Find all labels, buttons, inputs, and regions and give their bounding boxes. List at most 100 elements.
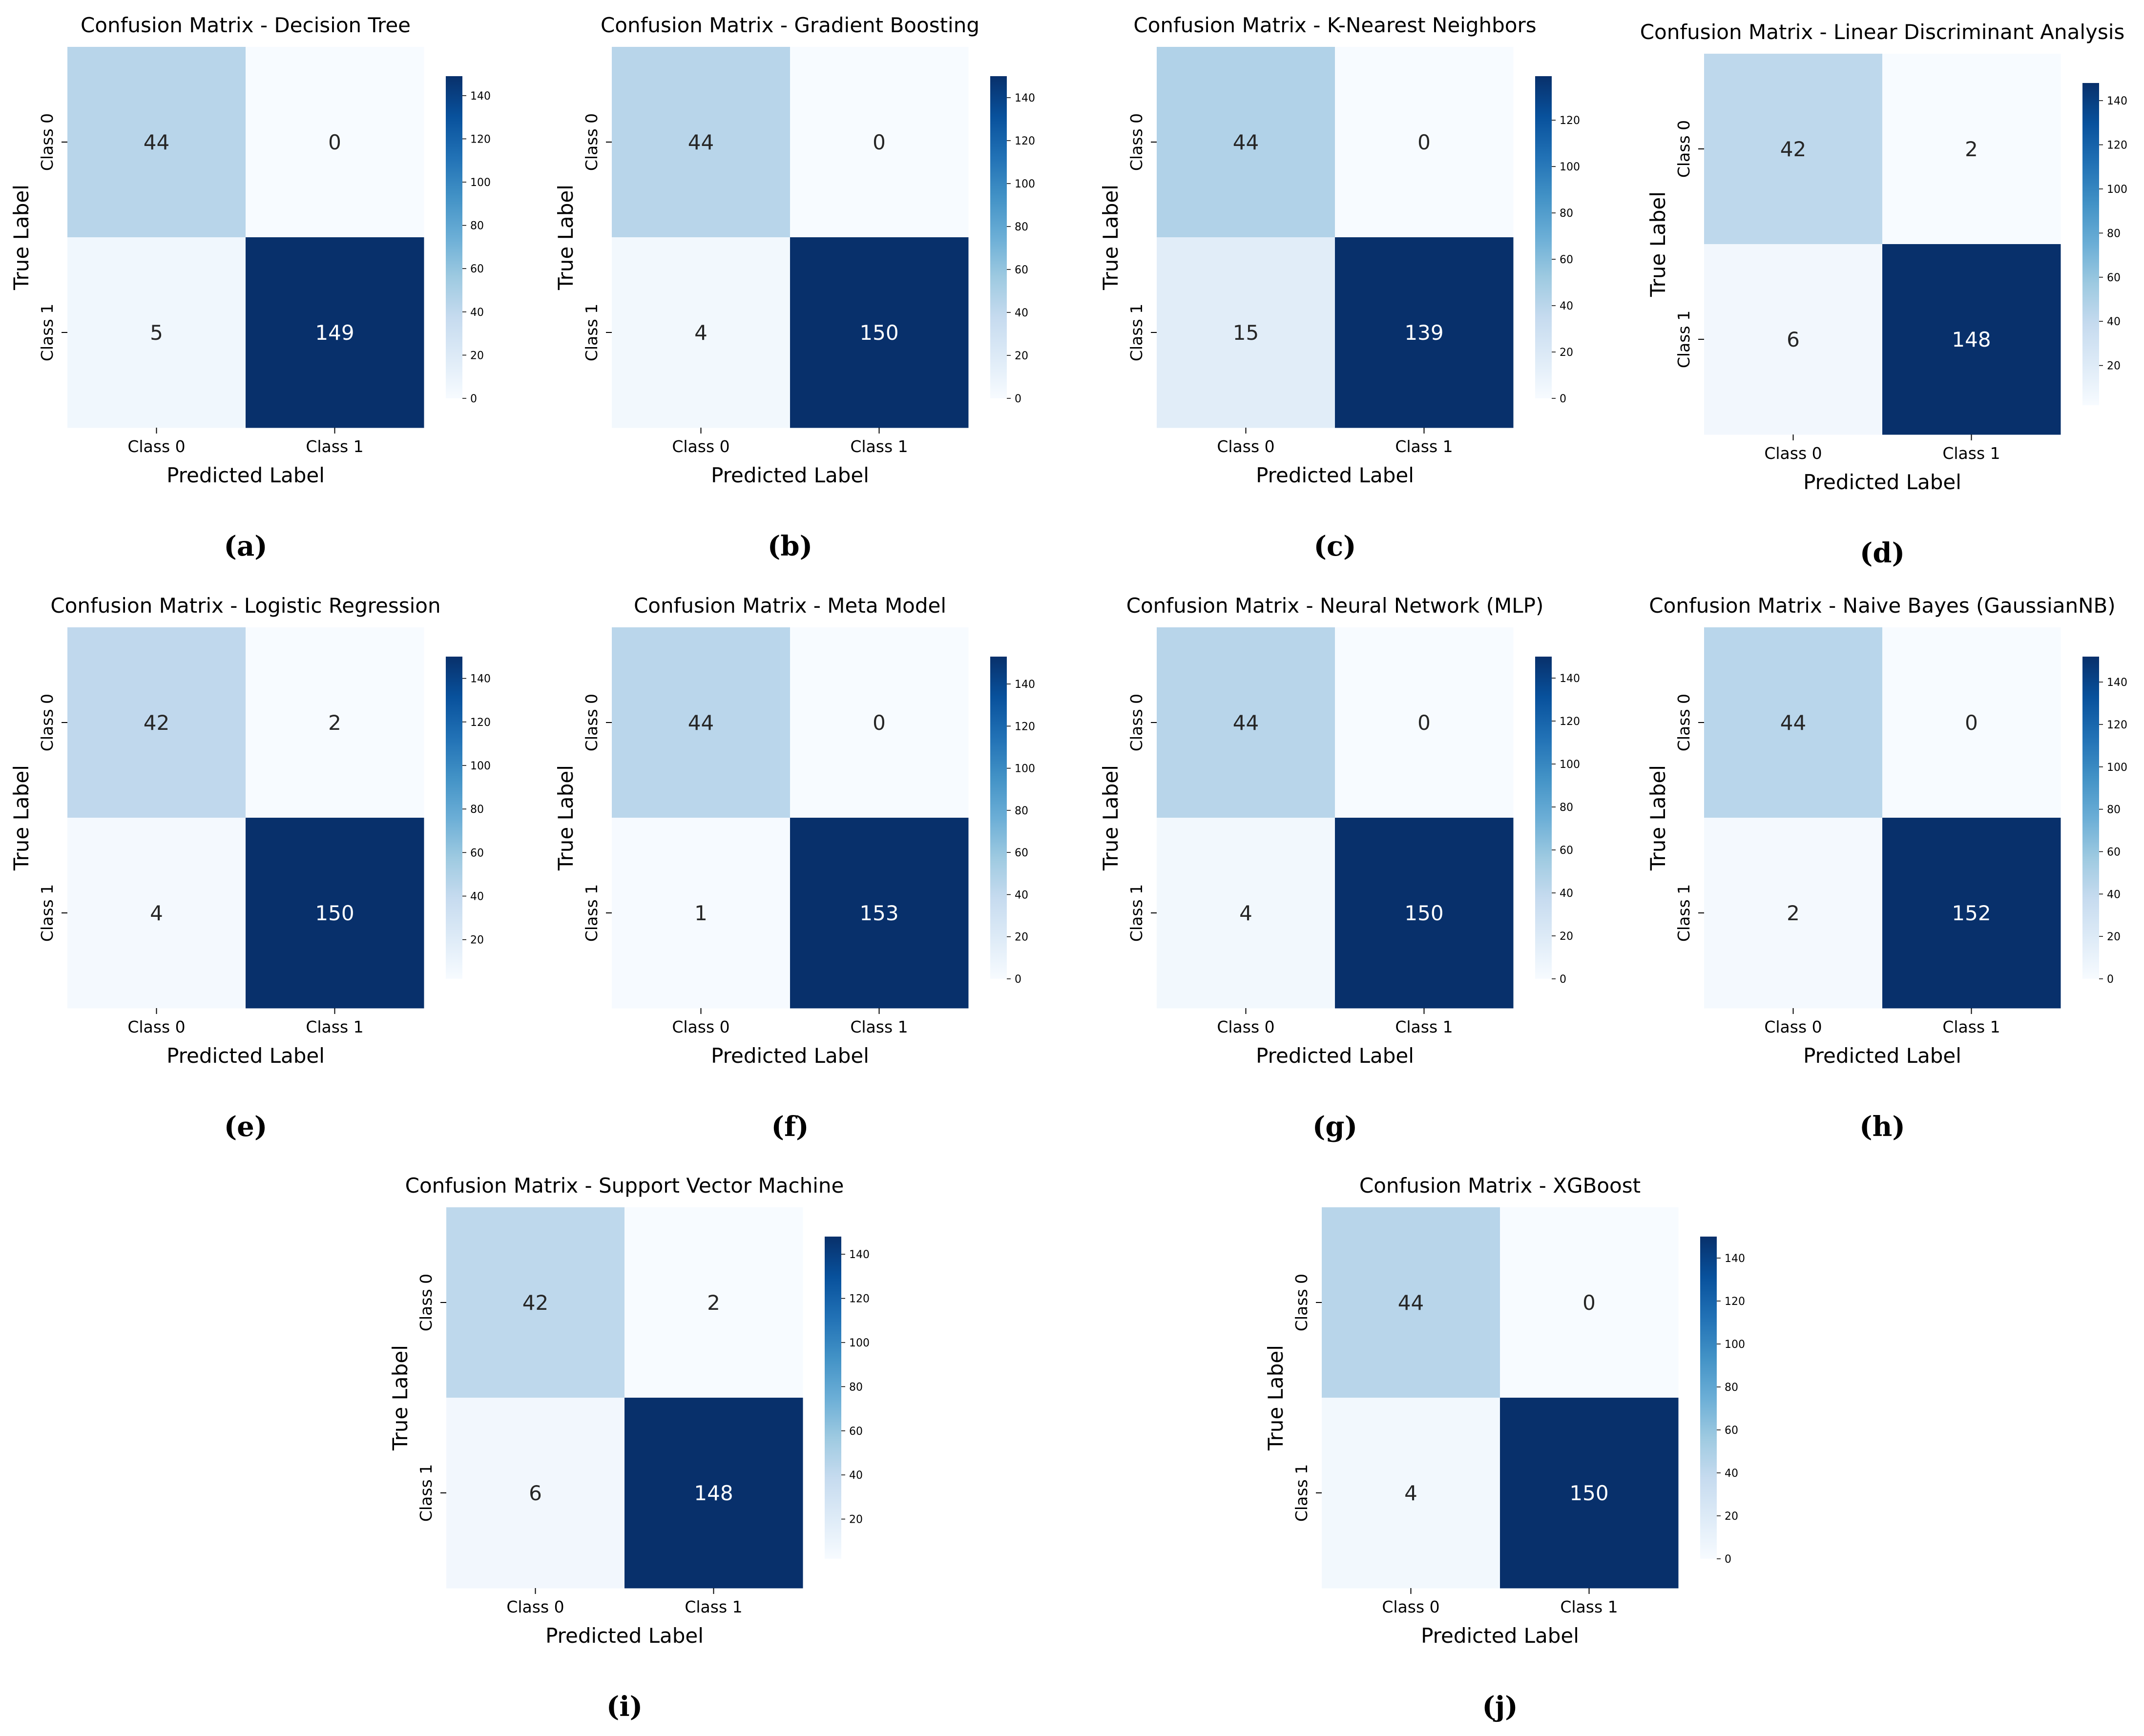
heatmap-cell	[1500, 1398, 1679, 1589]
heatmap-cell	[790, 627, 969, 818]
chart-panel-g: Confusion Matrix - Neural Network (MLP) 4…	[1099, 594, 1580, 1143]
x-tick-label: Class 0	[506, 1597, 564, 1616]
x-axis-label: Predicted Label	[167, 463, 325, 487]
colorbar	[446, 657, 462, 979]
heatmap-cell	[1322, 1398, 1500, 1589]
cell-value-label: 139	[1404, 321, 1443, 345]
heatmap-cell	[1882, 244, 2061, 435]
x-axis-label: Predicted Label	[711, 1044, 869, 1068]
chart-title: Confusion Matrix - Logistic Regression	[50, 594, 440, 618]
cell-value-label: 149	[315, 321, 354, 345]
heatmap-cell	[246, 237, 424, 428]
heatmap-cell	[1704, 818, 1883, 1009]
subfigure-caption: (a)	[224, 530, 267, 562]
cell-value-label: 4	[1239, 901, 1252, 925]
cell-value-label: 44	[1780, 711, 1806, 735]
cell-value-label: 148	[1952, 328, 1991, 351]
chart-title: Confusion Matrix - Support Vector Machin…	[405, 1174, 844, 1198]
cell-value-label: 42	[522, 1291, 548, 1315]
colorbar-tick-label: 100	[470, 760, 491, 772]
colorbar-tick-label: 60	[1725, 1425, 1738, 1437]
y-tick-label: Class 0	[582, 694, 601, 751]
heatmap-cell	[624, 1398, 803, 1589]
colorbar-tick-label: 100	[2107, 184, 2127, 196]
colorbar-tick-label: 20	[2107, 931, 2121, 943]
cell-value-label: 2	[707, 1291, 720, 1315]
colorbar	[1535, 76, 1552, 398]
heatmap-cell	[1157, 47, 1335, 238]
colorbar-tick-label: 120	[1560, 716, 1580, 728]
colorbar-tick-label: 40	[1725, 1467, 1738, 1480]
heatmap-cell	[67, 818, 246, 1009]
heatmap-cell	[790, 818, 969, 1009]
heatmap-cell	[612, 237, 791, 428]
chart-title: Confusion Matrix - Linear Discriminant A…	[1640, 20, 2125, 44]
cell-value-label: 153	[859, 901, 898, 925]
colorbar-tick-label: 0	[1560, 973, 1566, 986]
x-tick-label: Class 0	[1764, 1017, 1822, 1036]
chart-panel-d: Confusion Matrix - Linear Discriminant A…	[1640, 20, 2127, 569]
colorbar-tick-label: 120	[2107, 719, 2127, 731]
colorbar-tick-label: 60	[2107, 272, 2121, 284]
colorbar-tick-label: 140	[470, 90, 491, 103]
x-tick-label: Class 1	[306, 437, 363, 456]
subfigure-caption: (d)	[1860, 537, 1905, 569]
chart-title: Confusion Matrix - Decision Tree	[81, 13, 411, 37]
heatmap-cell	[612, 47, 791, 238]
y-tick-label: Class 0	[1292, 1274, 1311, 1331]
y-axis-label: True Label	[9, 185, 33, 290]
subfigure-caption: (j)	[1482, 1691, 1518, 1723]
x-axis-label: Predicted Label	[1803, 470, 1961, 494]
y-axis-label: True Label	[1099, 765, 1123, 871]
colorbar-tick-label: 120	[1015, 135, 1035, 147]
colorbar-tick-label: 20	[470, 350, 484, 362]
colorbar-tick-label: 140	[1725, 1253, 1745, 1265]
cell-value-label: 0	[1417, 130, 1431, 154]
colorbar-tick-label: 100	[470, 177, 491, 189]
heatmap-cell	[446, 1398, 625, 1589]
colorbar-tick-label: 120	[470, 717, 491, 729]
colorbar-tick-label: 140	[1015, 92, 1035, 104]
cell-value-label: 0	[1417, 711, 1431, 735]
y-tick-label: Class 0	[1674, 694, 1693, 751]
colorbar-tick-label: 140	[849, 1249, 870, 1261]
cell-value-label: 1	[694, 901, 708, 925]
colorbar-tick-label: 100	[1560, 759, 1580, 771]
colorbar-tick-label: 20	[849, 1514, 863, 1526]
cell-value-label: 44	[144, 130, 169, 154]
colorbar-tick-label: 140	[2107, 95, 2127, 107]
colorbar-tick-label: 0	[1560, 393, 1566, 405]
heatmap-cell	[1335, 47, 1514, 238]
heatmap-cell	[246, 627, 424, 818]
colorbar-tick-label: 100	[1560, 161, 1580, 173]
colorbar-tick-label: 100	[1015, 763, 1035, 775]
heatmap-cell	[1500, 1207, 1679, 1398]
y-tick-label: Class 1	[416, 1464, 436, 1522]
y-axis-label: True Label	[1646, 191, 1670, 297]
cell-value-label: 150	[315, 901, 354, 925]
chart-panel-c: Confusion Matrix - K-Nearest Neighbors 44…	[1099, 13, 1580, 562]
colorbar-tick-label: 40	[849, 1469, 863, 1482]
cell-value-label: 6	[1787, 328, 1800, 351]
cell-value-label: 0	[1965, 711, 1978, 735]
colorbar	[1700, 1237, 1717, 1559]
y-tick-label: Class 0	[38, 694, 57, 751]
subfigure-caption: (g)	[1312, 1111, 1357, 1143]
chart-panel-i: Confusion Matrix - Support Vector Machin…	[388, 1174, 870, 1723]
colorbar	[2082, 657, 2099, 979]
cell-value-label: 44	[1398, 1291, 1424, 1315]
y-axis-label: True Label	[388, 1345, 412, 1451]
cell-value-label: 44	[1233, 130, 1259, 154]
y-tick-label: Class 1	[38, 884, 57, 942]
x-tick-label: Class 0	[1764, 444, 1822, 463]
subfigure-caption: (b)	[768, 530, 812, 562]
colorbar-tick-label: 80	[1725, 1382, 1738, 1394]
x-tick-label: Class 0	[1382, 1597, 1439, 1616]
y-tick-label: Class 1	[1127, 884, 1146, 942]
colorbar-tick-label: 120	[1560, 115, 1580, 127]
cell-value-label: 44	[688, 130, 714, 154]
colorbar-tick-label: 80	[1015, 221, 1028, 233]
colorbar-tick-label: 20	[2107, 360, 2121, 372]
y-tick-label: Class 0	[1127, 113, 1146, 171]
cell-value-label: 4	[694, 321, 708, 345]
